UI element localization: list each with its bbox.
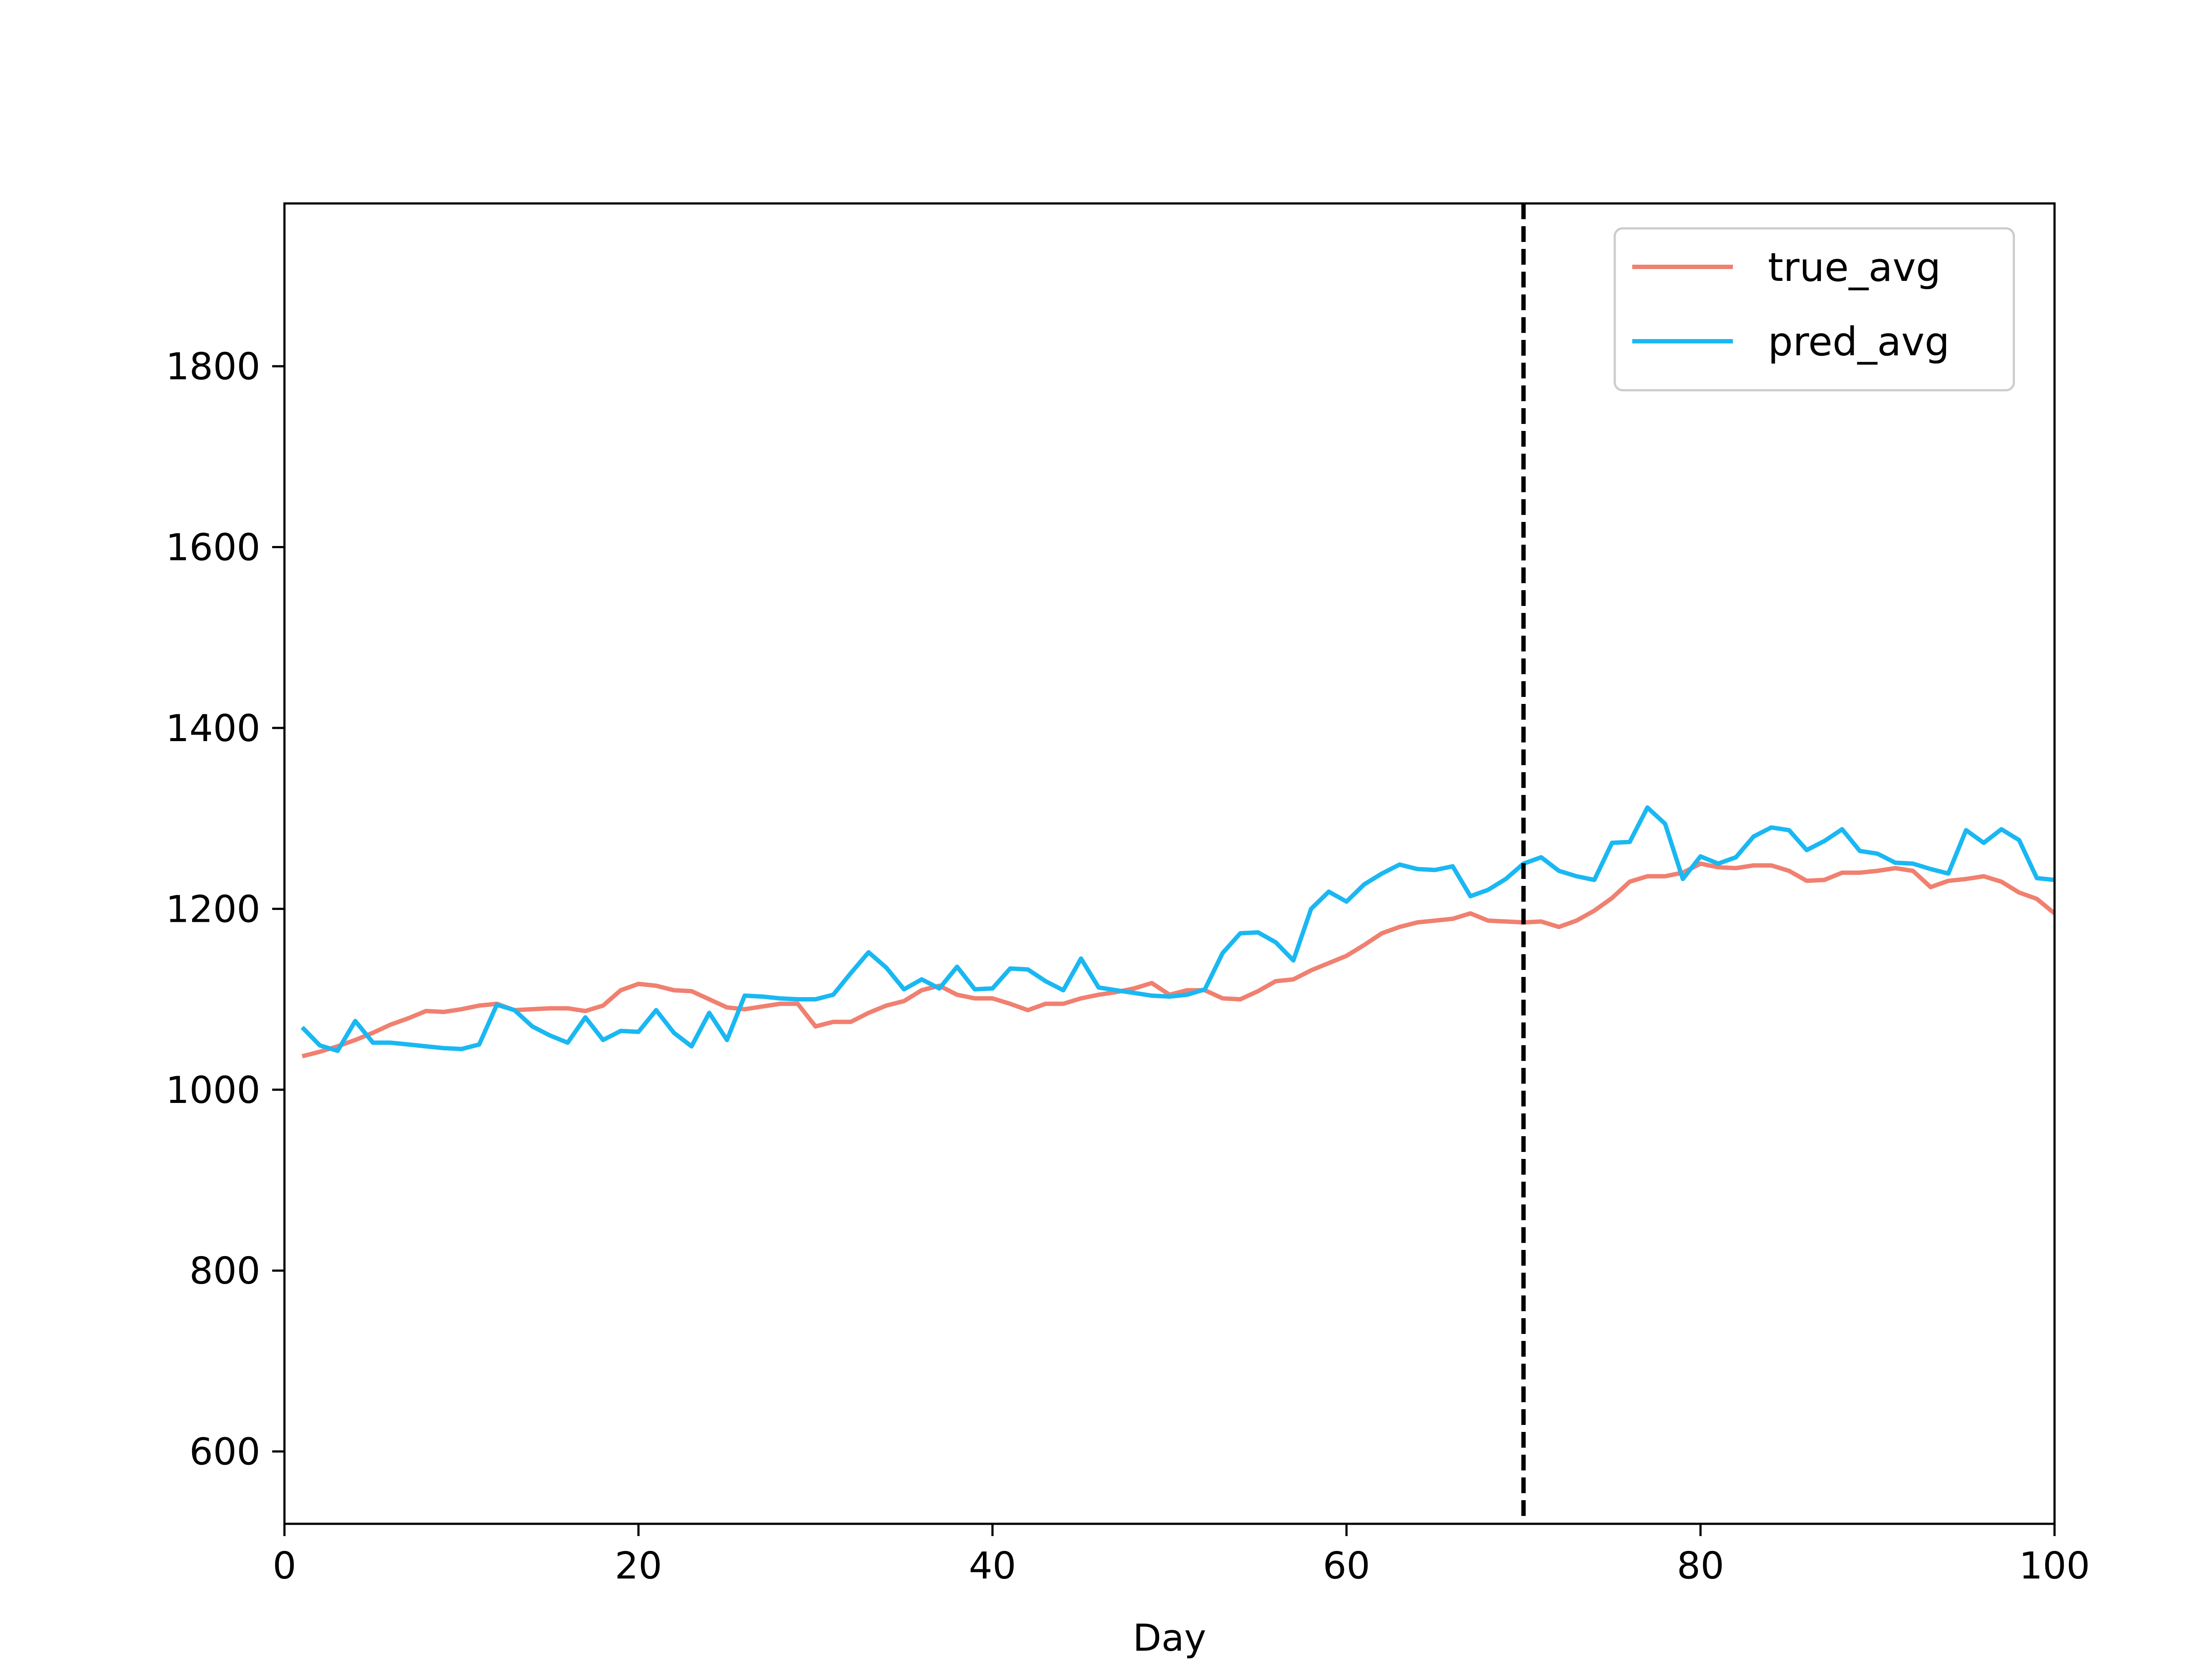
y-tick-label: 800 — [189, 1250, 260, 1293]
x-tick-label: 20 — [615, 1544, 662, 1588]
legend-label-true-avg: true_avg — [1768, 245, 1941, 290]
x-tick-label: 40 — [969, 1544, 1016, 1588]
x-axis: 0 20 40 60 80 100 — [273, 1524, 2090, 1588]
x-axis-title: Day — [1133, 1617, 1206, 1660]
y-tick-label: 1400 — [166, 707, 260, 750]
series-line-true-avg — [302, 861, 2056, 1059]
y-tick-label: 1000 — [166, 1069, 260, 1112]
series-line-pred-avg — [300, 805, 2055, 1053]
x-tick-label: 0 — [273, 1544, 296, 1588]
plot-frame — [283, 202, 2056, 1525]
legend: true_avg pred_avg — [1613, 227, 2015, 392]
y-tick-label: 1600 — [166, 526, 260, 570]
x-tick-label: 100 — [2019, 1544, 2090, 1588]
series-layer — [300, 805, 2056, 1059]
legend-label-pred-avg: pred_avg — [1768, 319, 1950, 365]
x-tick-label: 80 — [1677, 1544, 1724, 1588]
y-tick-label: 1200 — [166, 888, 260, 931]
y-tick-label: 600 — [189, 1431, 260, 1474]
y-tick-label: 1800 — [166, 345, 260, 388]
x-tick-label: 60 — [1323, 1544, 1370, 1588]
y-axis: 600 800 1000 1200 1400 1600 1800 — [166, 345, 284, 1474]
